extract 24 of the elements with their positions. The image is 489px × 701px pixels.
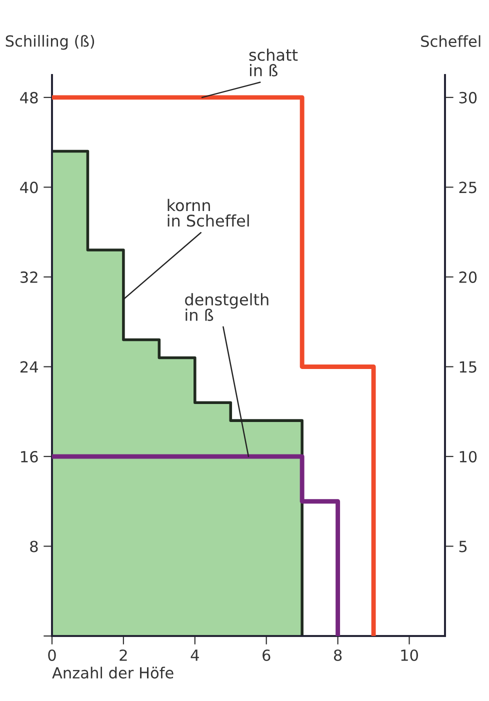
y-tick-label: 8 [30,540,38,552]
y2-tick-label: 30 [459,92,477,104]
y-tick-label: 40 [20,182,38,194]
x-tick-label: 0 [48,649,56,662]
y2-axis-title: Scheffel [421,35,480,48]
y2-tick-label: 15 [460,361,476,373]
y2-tick-label: 25 [459,182,476,194]
x-tick-label: 4 [190,650,199,661]
x-tick-label: 8 [334,649,342,662]
x-tick-label: 10 [401,649,418,662]
y-tick-label: 24 [20,361,38,373]
x-tick-label: 2 [120,649,127,661]
annotation: schatt in ß [249,48,298,76]
y2-tick-label: 20 [459,271,477,283]
x-tick-label: 6 [262,649,270,662]
y2-tick-label: 10 [460,450,477,462]
annotation: denstgelth in ß [185,293,268,321]
y-axis-title: Schilling (ß) [6,34,94,50]
y2-tick-label: 5 [459,540,467,552]
y-tick-label: 48 [20,92,38,104]
x-axis-title: Anzahl der Höfe [52,666,174,679]
y-tick-label: 32 [20,271,38,283]
y-tick-label: 16 [21,450,38,462]
annotation: kornn in Scheffel [168,198,249,227]
